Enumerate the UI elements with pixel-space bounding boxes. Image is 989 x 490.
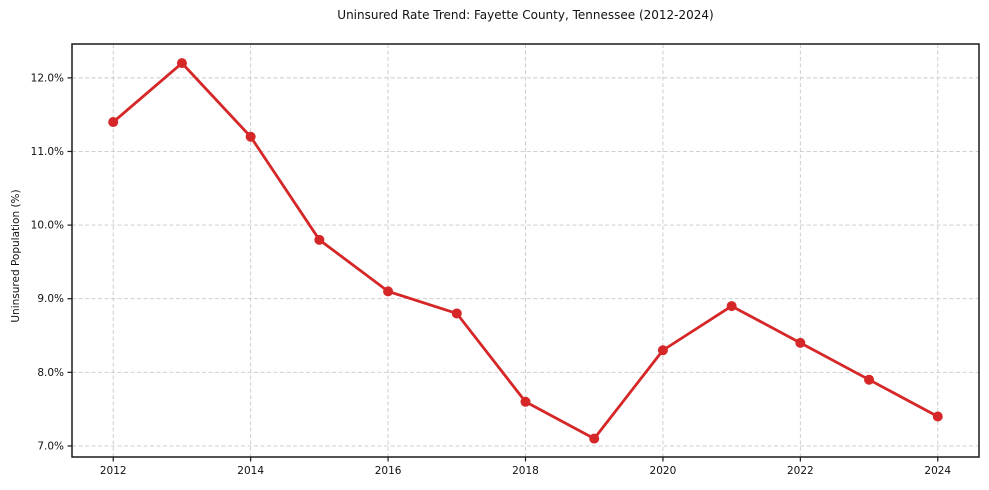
y-tick-label: 7.0% <box>37 440 64 452</box>
chart-title: Uninsured Rate Trend: Fayette County, Te… <box>337 8 714 22</box>
plot-border <box>71 43 980 458</box>
data-point <box>520 396 531 407</box>
x-tick-label: 2012 <box>100 465 127 477</box>
data-point <box>245 131 256 142</box>
x-tick-label: 2024 <box>924 465 951 477</box>
data-point <box>864 374 875 385</box>
y-tick-label: 11.0% <box>31 146 64 158</box>
x-tick-label: 2014 <box>237 465 264 477</box>
data-point <box>314 234 325 245</box>
x-tick-label: 2020 <box>650 465 677 477</box>
y-tick-label: 9.0% <box>37 293 64 305</box>
data-point <box>451 308 462 319</box>
data-point <box>108 117 119 128</box>
x-tick-label: 2016 <box>375 465 402 477</box>
data-point <box>383 286 394 297</box>
data-point <box>795 337 806 348</box>
y-tick-label: 12.0% <box>31 72 64 84</box>
data-point <box>589 433 600 444</box>
data-point <box>726 301 737 312</box>
x-tick-label: 2018 <box>512 465 539 477</box>
data-point <box>176 58 187 69</box>
data-point <box>932 411 943 422</box>
y-tick-label: 10.0% <box>31 220 64 232</box>
data-point <box>657 345 668 356</box>
x-tick-label: 2022 <box>787 465 814 477</box>
y-tick-label: 8.0% <box>37 367 64 379</box>
